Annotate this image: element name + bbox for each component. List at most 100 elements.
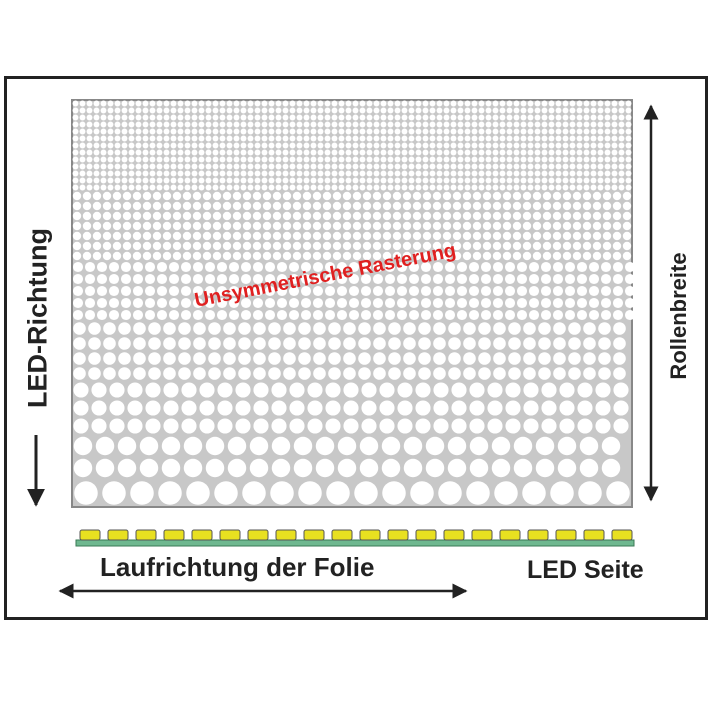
dot <box>156 177 163 184</box>
dot <box>261 163 268 170</box>
dot <box>72 297 84 309</box>
dot <box>372 231 382 241</box>
dot <box>112 221 122 231</box>
dot <box>264 309 276 321</box>
dot <box>366 170 373 177</box>
dot <box>569 100 576 107</box>
dot <box>192 273 204 285</box>
dot <box>352 149 359 156</box>
dot <box>502 211 512 221</box>
dot <box>282 184 289 191</box>
dot <box>204 261 216 273</box>
dot <box>288 297 300 309</box>
dot <box>583 184 590 191</box>
dot <box>598 352 611 365</box>
dot <box>450 184 457 191</box>
dot <box>397 418 413 434</box>
dot <box>107 156 114 163</box>
dot <box>262 241 272 251</box>
dot <box>296 107 303 114</box>
dot <box>135 114 142 121</box>
dot <box>268 142 275 149</box>
dot <box>149 163 156 170</box>
dot <box>326 481 350 505</box>
dot <box>541 184 548 191</box>
dot <box>223 337 236 350</box>
dot <box>408 142 415 149</box>
dot <box>96 297 108 309</box>
dot <box>112 231 122 241</box>
dot <box>541 163 548 170</box>
dot <box>79 163 86 170</box>
dot <box>79 142 86 149</box>
dot <box>325 382 341 398</box>
dot <box>415 163 422 170</box>
dot <box>72 156 79 163</box>
dot <box>177 128 184 135</box>
dot <box>324 149 331 156</box>
dot <box>569 114 576 121</box>
dot <box>576 128 583 135</box>
dot <box>534 135 541 142</box>
dot <box>177 149 184 156</box>
dot <box>452 221 462 231</box>
dot <box>576 309 588 321</box>
dot <box>72 177 79 184</box>
dot <box>520 107 527 114</box>
dot <box>345 149 352 156</box>
dot <box>102 481 126 505</box>
dot <box>205 184 212 191</box>
dot <box>219 107 226 114</box>
dot <box>373 142 380 149</box>
led <box>443 529 465 541</box>
dot <box>597 142 604 149</box>
dot <box>613 400 629 416</box>
dot <box>541 135 548 142</box>
dot <box>564 273 576 285</box>
dot <box>408 261 420 273</box>
dot <box>261 184 268 191</box>
dot <box>170 107 177 114</box>
dot <box>240 170 247 177</box>
dot <box>387 100 394 107</box>
dot <box>183 458 203 478</box>
dot <box>88 367 101 380</box>
dot <box>538 352 551 365</box>
dot <box>541 149 548 156</box>
dot <box>392 241 402 251</box>
dot <box>345 100 352 107</box>
dot <box>527 135 534 142</box>
dot <box>109 418 125 434</box>
dot <box>618 170 625 177</box>
dot <box>261 114 268 121</box>
dot <box>271 400 287 416</box>
dot <box>191 149 198 156</box>
dot <box>275 142 282 149</box>
dot <box>513 107 520 114</box>
dot <box>312 201 322 211</box>
dot <box>253 418 269 434</box>
dot <box>328 322 341 335</box>
dot <box>219 114 226 121</box>
dot <box>168 261 180 273</box>
dot <box>450 128 457 135</box>
dot <box>93 177 100 184</box>
dot <box>240 285 252 297</box>
dot <box>226 114 233 121</box>
dot <box>212 107 219 114</box>
dot <box>182 201 192 211</box>
dot <box>592 231 602 241</box>
dot <box>372 261 384 273</box>
dot <box>420 261 432 273</box>
dot <box>442 221 452 231</box>
dot <box>362 251 372 261</box>
dot <box>217 400 233 416</box>
dot <box>289 114 296 121</box>
dot <box>592 251 602 261</box>
dot <box>600 261 612 273</box>
dot <box>450 177 457 184</box>
dot <box>238 352 251 365</box>
dot <box>572 251 582 261</box>
dot <box>464 128 471 135</box>
